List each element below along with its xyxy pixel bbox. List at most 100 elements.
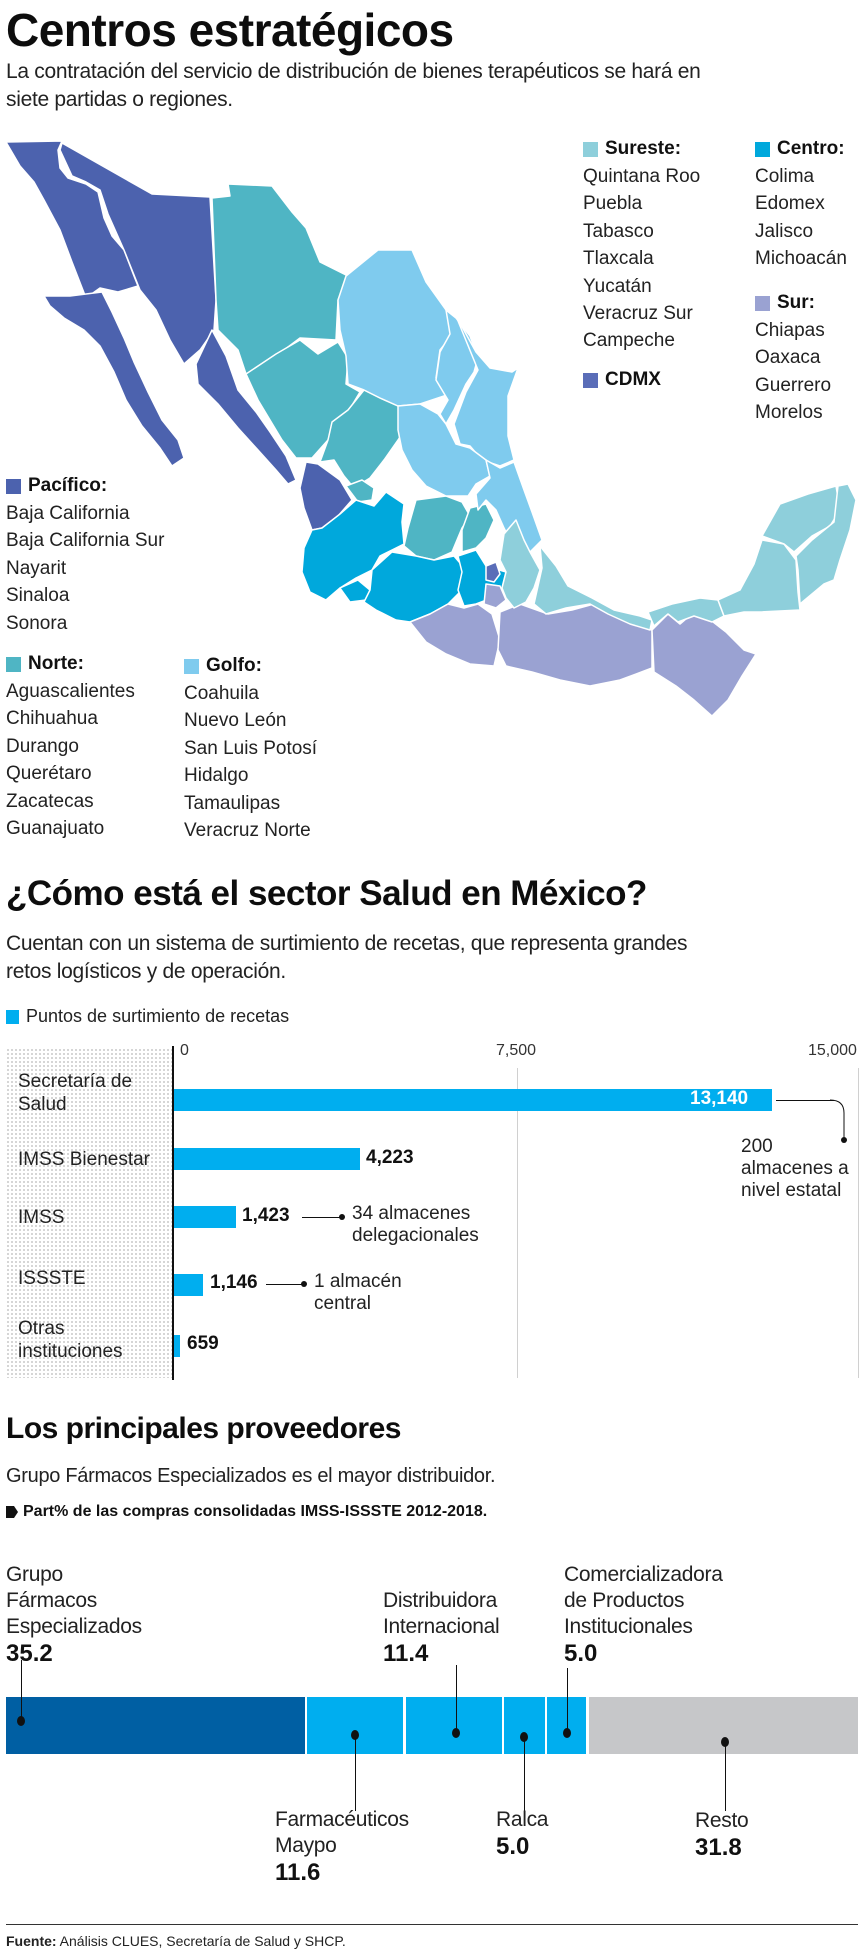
swatch-norte xyxy=(6,656,21,672)
provider-value: 31.8 xyxy=(695,1834,742,1861)
provider-label-resto: Resto 31.8 xyxy=(695,1808,749,1862)
annotation-curve xyxy=(830,1099,847,1143)
mexico-regions-map xyxy=(5,140,857,717)
category-label: IMSS xyxy=(18,1207,65,1228)
segment-distribuidora xyxy=(406,1697,502,1754)
state-name: Michoacán xyxy=(755,248,847,270)
pentagon-marker-icon xyxy=(6,1506,18,1518)
source-text: Análisis CLUES, Secretaría de Salud y SH… xyxy=(56,1933,346,1949)
provider-value: 11.4 xyxy=(383,1640,429,1667)
provider-value: 5.0 xyxy=(496,1833,530,1860)
state-name: Oaxaca xyxy=(755,347,821,369)
map-region-cdmx xyxy=(485,561,501,583)
subtitle-line: siete partidas o regiones. xyxy=(6,88,233,111)
annotation-line: central xyxy=(314,1293,372,1314)
state-name: Tabasco xyxy=(583,220,654,242)
state-name: Nayarit xyxy=(6,557,67,579)
section2-title: ¿Cómo está el sector Salud en México? xyxy=(6,874,647,913)
bar-secretaria-salud xyxy=(174,1089,772,1111)
state-name: Colima xyxy=(755,166,815,187)
annotation-line: delegacionales xyxy=(352,1225,479,1246)
section3-title: Los principales proveedores xyxy=(6,1412,401,1445)
bar-otras xyxy=(174,1335,180,1357)
provider-label-distribuidora: Distribuidora Internacional 11.4 xyxy=(383,1588,500,1668)
state-name: Sonora xyxy=(6,612,68,634)
state-name: Baja California xyxy=(6,503,130,524)
segment-comercializadora xyxy=(547,1697,586,1754)
provider-value: 11.6 xyxy=(275,1859,321,1886)
leader-line xyxy=(725,1742,726,1811)
state-name: Querétaro xyxy=(6,763,92,785)
state-name: Aguascalientes xyxy=(6,681,135,702)
category-label: IMSS Bienestar xyxy=(18,1149,150,1170)
state-name: Durango xyxy=(6,735,79,757)
legend-sureste: Sureste: Quintana Roo Puebla Tabasco Tla… xyxy=(583,135,700,355)
category-panel xyxy=(6,1048,173,1378)
provider-value: 35.2 xyxy=(6,1640,53,1667)
annotation-leader xyxy=(266,1284,302,1285)
state-name: Veracruz Norte xyxy=(184,820,311,842)
provider-name: Comercializadora xyxy=(564,1563,723,1586)
provider-value: 5.0 xyxy=(564,1640,598,1667)
state-name: Yucatán xyxy=(583,275,652,297)
state-name: Veracruz Sur xyxy=(583,303,693,325)
category-label: ISSSTE xyxy=(18,1268,86,1289)
state-name: Puebla xyxy=(583,193,643,215)
state-name: San Luis Potosí xyxy=(184,737,318,759)
leader-line xyxy=(524,1737,525,1811)
provider-name: Institucionales xyxy=(564,1615,693,1638)
tick-7500: 7,500 xyxy=(496,1042,537,1059)
legend-cdmx: CDMX xyxy=(583,366,661,394)
bar-imss xyxy=(174,1206,236,1228)
map-region-norte xyxy=(211,183,349,375)
swatch-sur xyxy=(755,295,770,311)
annotation: 34 almacenes delegacionales xyxy=(352,1203,479,1247)
label-line: Secretaría de xyxy=(18,1071,133,1092)
legend-label: Puntos de surtimiento de recetas xyxy=(26,1006,290,1026)
footer-divider xyxy=(6,1924,858,1925)
provider-name: Internacional xyxy=(383,1615,500,1638)
annotation-line: nivel estatal xyxy=(741,1180,842,1201)
state-name: Chihuahua xyxy=(6,708,98,730)
source-footer: Fuente: Análisis CLUES, Secretaría de Sa… xyxy=(6,1933,346,1949)
provider-name: Farmacéuticos xyxy=(275,1808,409,1831)
swatch-sureste xyxy=(583,141,598,157)
leader-dot xyxy=(520,1732,528,1742)
state-name: Zacatecas xyxy=(6,790,94,812)
gridline-15000 xyxy=(858,1068,859,1378)
provider-name: Resto xyxy=(695,1809,749,1832)
leader-dot xyxy=(351,1730,359,1740)
state-name: Baja California Sur xyxy=(6,530,165,552)
legend-title: Sureste: xyxy=(605,138,682,159)
page-title: Centros estratégicos xyxy=(6,4,454,56)
provider-label-comercializadora: Comercializadora de Productos Institucio… xyxy=(564,1562,723,1668)
state-name: Jalisco xyxy=(755,220,814,242)
annotation-line: 34 almacenes xyxy=(352,1203,471,1224)
provider-name: Especializados xyxy=(6,1615,142,1638)
annotation-leader xyxy=(302,1217,340,1218)
provider-name: Ralca xyxy=(496,1808,549,1831)
provider-label-ralca: Ralca 5.0 xyxy=(496,1807,549,1861)
value-label: 13,140 xyxy=(690,1088,749,1109)
value-label: 1,423 xyxy=(242,1205,290,1226)
subtitle-line: Cuentan con un sistema de surtimiento de… xyxy=(6,932,688,955)
annotation: 200 almacenes a nivel estatal xyxy=(741,1136,849,1202)
value-label: 4,223 xyxy=(366,1147,414,1168)
y-axis-line xyxy=(172,1046,174,1380)
legend-norte: Norte: Aguascalientes Chihuahua Durango … xyxy=(6,650,135,842)
provider-name: Fármacos xyxy=(6,1589,97,1612)
label-line: instituciones xyxy=(18,1341,123,1362)
leader-line xyxy=(567,1668,568,1733)
state-name: Guerrero xyxy=(755,374,832,396)
state-name: Tlaxcala xyxy=(583,248,654,270)
gridline-7500 xyxy=(517,1068,518,1378)
legend-title: Sur: xyxy=(777,292,815,313)
leader-line xyxy=(355,1735,356,1811)
legend-sur: Sur: Chiapas Oaxaca Guerrero Morelos xyxy=(755,289,831,427)
leader-dot xyxy=(721,1737,729,1747)
provider-label-maypo: Farmacéuticos Maypo 11.6 xyxy=(275,1807,409,1887)
state-name: Campeche xyxy=(583,330,675,352)
provider-name: Distribuidora xyxy=(383,1589,497,1612)
subtitle-line: La contratación del servicio de distribu… xyxy=(6,60,701,83)
annotation-leader xyxy=(776,1100,834,1101)
